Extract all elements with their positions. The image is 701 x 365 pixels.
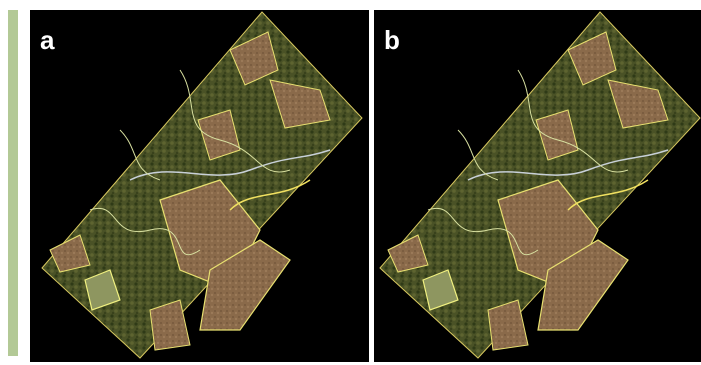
panel-b: b [374, 10, 701, 362]
panel-a: a [30, 10, 369, 362]
panel-label: a [40, 25, 55, 55]
figure: a b [0, 0, 701, 365]
panel-label: b [384, 25, 400, 55]
side-bar [8, 10, 18, 356]
